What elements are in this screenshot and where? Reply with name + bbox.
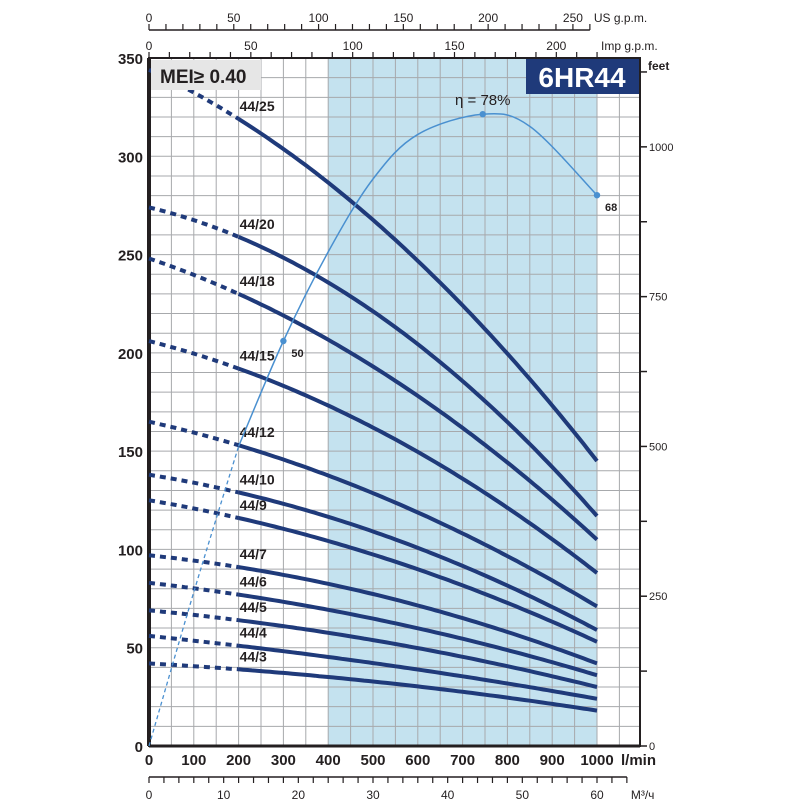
efficiency-curve: 50 η = 78% 68 [148, 92, 617, 747]
us-gpm-axis-tick-label: 50 [227, 11, 241, 25]
curve-label: 44/6 [240, 574, 267, 590]
curve-label: 44/12 [240, 424, 275, 440]
us-gpm-axis-unit: US g.p.m. [594, 11, 647, 25]
curve-44/3 [238, 667, 598, 713]
right-tick-label: 500 [649, 441, 667, 453]
curve-dotted-44/9 [148, 498, 240, 520]
y-tick-label: 300 [118, 149, 143, 166]
efficiency-dashed [148, 446, 240, 747]
curve-label: 44/15 [240, 348, 275, 364]
x-tick-label: 600 [405, 752, 430, 769]
m3h-axis-tick-label: 30 [366, 788, 380, 800]
curve-44/9 [238, 516, 598, 644]
curve-44/10 [238, 490, 598, 632]
curve-dotted-44/18 [148, 256, 240, 296]
curve-label: 44/4 [240, 625, 267, 641]
curve-dotted-44/5 [148, 608, 239, 623]
m3h-axis-tick-label: 10 [217, 788, 231, 800]
curve-44/6 [238, 592, 598, 678]
efficiency-point [593, 192, 601, 199]
y-tick-label: 250 [118, 248, 143, 265]
mei-badge: MEI≥ 0.40 [151, 60, 261, 90]
efficiency-point [280, 337, 287, 345]
imp-gpm-axis-tick-label: 150 [444, 39, 464, 53]
right-tick-label: 0 [649, 741, 655, 753]
us-gpm-axis-tick-label: 200 [478, 11, 498, 25]
us-gpm-axis-tick-label: 150 [393, 11, 413, 25]
curve-44/12 [238, 443, 599, 609]
y-tick-label: 200 [118, 346, 143, 363]
efficiency-label: 50 [291, 348, 303, 360]
y-tick-label: 150 [118, 444, 143, 461]
right-tick-label: 1000 [649, 142, 673, 154]
curve-dotted-44/15 [148, 339, 240, 371]
curve-44/25 [237, 117, 599, 463]
x-tick-label: 700 [450, 752, 475, 769]
curve-44/5 [238, 618, 598, 689]
us-gpm-axis-tick-label: 100 [309, 11, 329, 25]
y-tick-label: 350 [118, 51, 143, 68]
mei-label: MEI≥ 0.40 [160, 67, 246, 88]
y-tick-label: 50 [126, 641, 143, 658]
m3h-axis-unit: M³/ч [631, 788, 655, 800]
curve-label: 44/9 [240, 497, 267, 513]
x-tick-label: 500 [360, 752, 385, 769]
curve-dotted-44/4 [148, 633, 239, 648]
curve-label: 44/10 [240, 471, 275, 487]
m3h-axis-tick-label: 40 [441, 788, 455, 800]
curve-label: 44/20 [240, 216, 275, 232]
efficiency-point [479, 111, 486, 118]
m3h-axis-tick-label: 0 [146, 788, 153, 800]
curve-44/7 [238, 565, 598, 666]
curve-label: 44/7 [240, 546, 267, 562]
right-tick-label: 750 [649, 292, 667, 304]
curve-44/4 [238, 643, 598, 701]
x-tick-label: 400 [316, 752, 341, 769]
us-gpm-axis-tick-label: 0 [146, 11, 153, 25]
m3h-axis-tick-label: 20 [292, 788, 306, 800]
m3h-axis-tick-label: 50 [516, 788, 530, 800]
curve-dotted-44/6 [148, 580, 239, 597]
x-tick-label: 200 [226, 752, 251, 769]
x-tick-label: 0 [145, 752, 153, 769]
model-title: 6HR44 [538, 62, 626, 93]
imp-gpm-axis-tick-label: 200 [546, 39, 566, 53]
x-tick-label: 300 [271, 752, 296, 769]
x-tick-label: 800 [495, 752, 520, 769]
x-tick-label: 100 [181, 752, 206, 769]
head-curves: 44/25 44/20 44/18 44/15 44/12 44/10 44/9 44/7 44… [148, 67, 599, 713]
curve-label: 44/25 [240, 98, 275, 114]
curve-label: 44/3 [240, 648, 267, 664]
curve-dotted-44/7 [148, 553, 239, 570]
efficiency-peak-label: η = 78% [455, 92, 510, 109]
curve-44/20 [237, 235, 599, 518]
right-axis-unit: feet [648, 59, 669, 73]
x-axis-unit: l/min [621, 752, 656, 769]
curve-44/15 [237, 366, 599, 575]
curve-44/18 [237, 292, 599, 542]
imp-gpm-axis-unit: Imp g.p.m. [601, 39, 658, 53]
curve-label: 44/5 [240, 599, 267, 615]
curve-dotted-44/20 [148, 205, 240, 239]
imp-gpm-axis-tick-label: 0 [146, 39, 153, 53]
curve-dotted-44/10 [148, 472, 240, 495]
m3h-axis-tick-label: 60 [590, 788, 604, 800]
y-tick-label: 100 [118, 542, 143, 559]
y-tick-label: 0 [135, 739, 143, 756]
curve-label: 44/18 [240, 273, 275, 289]
right-tick-label: 250 [649, 591, 667, 603]
efficiency-label: 68 [605, 202, 617, 214]
x-tick-label: 1000 [580, 752, 613, 769]
imp-gpm-axis-tick-label: 50 [244, 39, 258, 53]
curve-dotted-44/12 [148, 419, 240, 448]
curve-dotted-44/3 [148, 661, 239, 672]
x-tick-label: 900 [540, 752, 565, 769]
imp-gpm-axis-tick-label: 100 [343, 39, 363, 53]
us-gpm-axis-tick-label: 250 [563, 11, 583, 25]
model-badge: 6HR44 [526, 59, 639, 94]
